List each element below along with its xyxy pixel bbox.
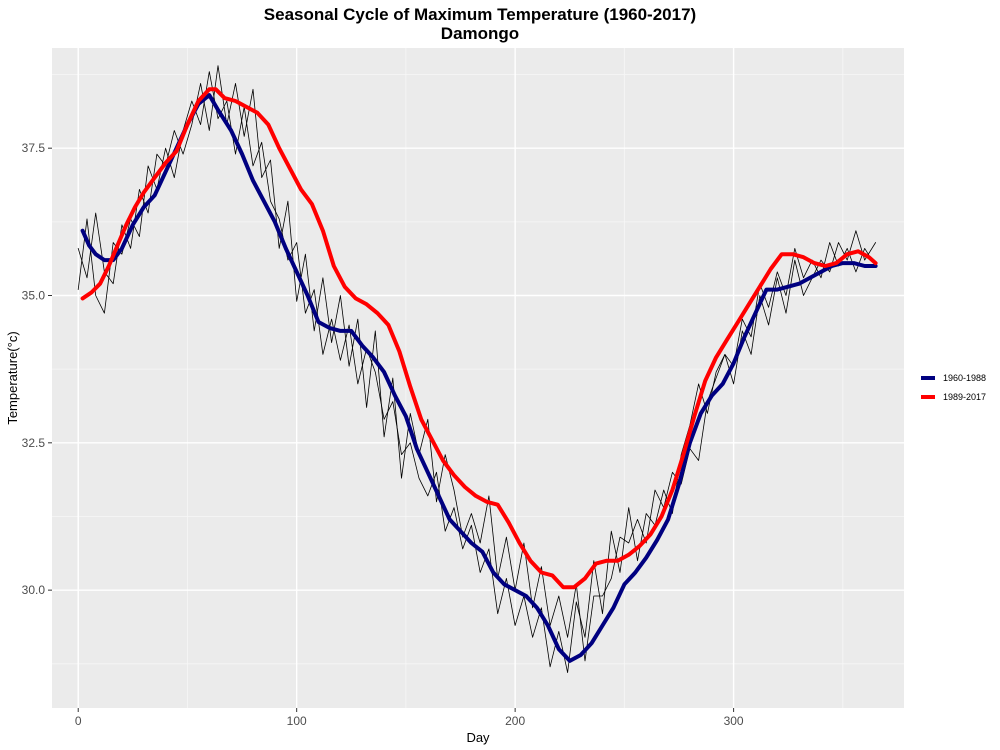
y-tick-label: 35.0	[22, 289, 46, 303]
x-axis: 0 100 200 300	[75, 708, 744, 728]
x-tick-label: 300	[724, 714, 744, 728]
series-layer	[77, 65, 878, 673]
series-line-1989-2017	[80, 87, 878, 590]
y-tick-label: 37.5	[22, 141, 46, 155]
plot-panel	[52, 48, 904, 708]
y-axis: 30.0 32.5 35.0 37.5	[22, 141, 52, 597]
x-axis-title: Day	[466, 730, 490, 745]
legend: 1960-1988 1989-2017	[921, 373, 986, 402]
daily-series-line-3	[77, 65, 876, 662]
chart-title: Seasonal Cycle of Maximum Temperature (1…	[264, 5, 696, 24]
x-tick-label: 200	[505, 714, 525, 728]
legend-label-1989-2017: 1989-2017	[943, 392, 986, 402]
series-line-1960-1988	[80, 93, 878, 663]
x-tick-label: 0	[75, 714, 82, 728]
grid-major	[52, 48, 904, 708]
chart-subtitle: Damongo	[441, 24, 519, 43]
y-axis-title: Temperature(°c)	[5, 331, 20, 424]
x-tick-label: 100	[287, 714, 307, 728]
y-tick-label: 30.0	[22, 583, 46, 597]
y-tick-label: 32.5	[22, 436, 46, 450]
legend-label-1960-1988: 1960-1988	[943, 373, 986, 383]
